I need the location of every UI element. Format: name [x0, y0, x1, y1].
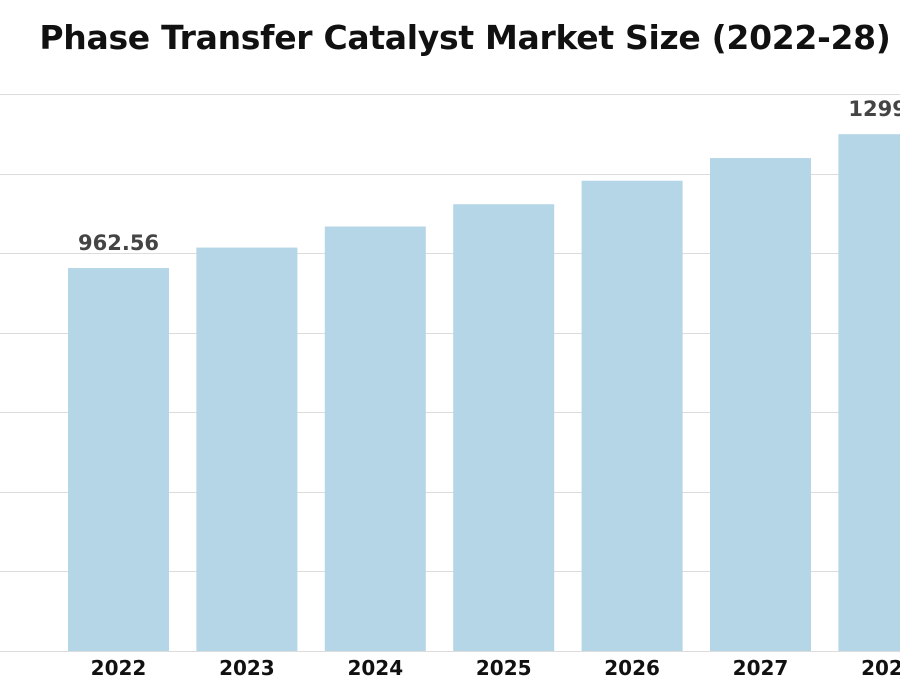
- x-tick-label-2028: 2028: [861, 656, 900, 680]
- x-axis-tick-labels: 2022 2023 2024 2025 2026 2027 2028: [91, 656, 900, 680]
- data-labels: 962.56 1299: [78, 97, 900, 255]
- chart-title: Phase Transfer Catalyst Market Size (202…: [39, 18, 891, 57]
- bar-2022: [68, 268, 169, 651]
- x-tick-label-2024: 2024: [347, 656, 403, 680]
- x-tick-label-2023: 2023: [219, 656, 275, 680]
- bar-2026: [581, 180, 683, 652]
- bars: [68, 134, 900, 652]
- bar-2023: [196, 247, 298, 651]
- bar-2024: [324, 226, 426, 651]
- bar-2025: [453, 204, 555, 651]
- x-tick-label-2022: 2022: [91, 656, 147, 680]
- bar-2027: [710, 158, 811, 651]
- x-tick-label-2026: 2026: [604, 656, 660, 680]
- data-label-2028: 1299: [848, 97, 900, 121]
- x-tick-label-2027: 2027: [733, 656, 789, 680]
- data-label-2022: 962.56: [78, 231, 159, 255]
- x-tick-label-2025: 2025: [476, 656, 532, 680]
- bar-2028: [838, 134, 900, 651]
